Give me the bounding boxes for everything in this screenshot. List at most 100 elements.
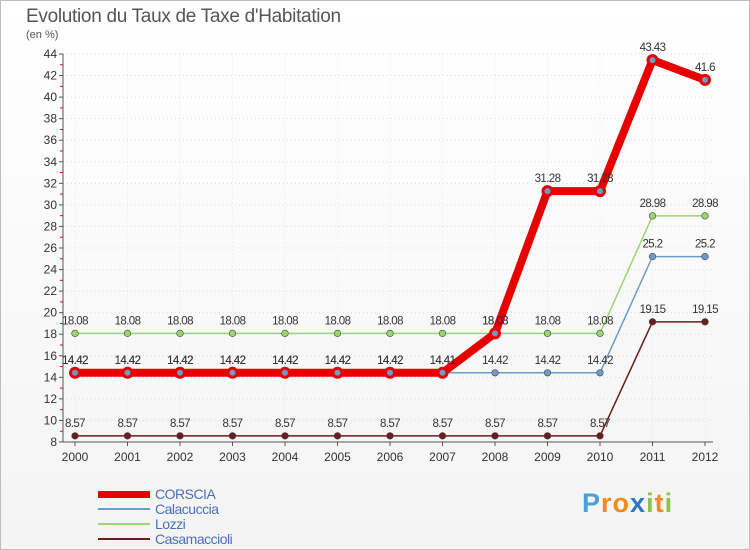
data-point-lozzi (123, 329, 132, 337)
data-label: 31.28 (535, 173, 561, 185)
y-tick-label: 44 (44, 47, 58, 61)
data-point-casamaccioli (386, 432, 394, 440)
series-lines (69, 54, 711, 440)
logo-letter: P (582, 488, 602, 518)
data-label: 18.08 (377, 315, 403, 327)
y-tick-label: 24 (44, 263, 58, 277)
data-label: 14.42 (587, 355, 613, 367)
data-label: 14.42 (167, 355, 193, 367)
data-label: 25.2 (695, 239, 715, 251)
y-tick-label: 32 (44, 176, 58, 190)
data-label: 18.08 (325, 315, 351, 327)
data-label: 8.57 (538, 418, 558, 430)
data-label: 31.28 (587, 173, 613, 185)
data-label: 25.2 (643, 239, 663, 251)
data-label: 14.42 (377, 355, 403, 367)
data-point-inner (387, 369, 393, 376)
data-label: 41.6 (695, 62, 715, 74)
data-label: 14.42 (115, 355, 141, 367)
data-label: 8.57 (223, 418, 243, 430)
data-point-calacuccia (491, 369, 499, 377)
data-point-casamaccioli (491, 432, 499, 440)
data-point-lozzi (228, 329, 237, 337)
x-tick-label: 2009 (534, 450, 561, 464)
data-point-lozzi (701, 212, 709, 220)
data-label: 43.43 (640, 42, 666, 54)
legend-label: Casamaccioli (155, 531, 233, 547)
data-label: 18.08 (482, 315, 508, 327)
data-point-lozzi (438, 329, 447, 337)
data-label: 18.08 (535, 315, 561, 327)
data-point-casamaccioli (281, 432, 289, 440)
data-point-inner (177, 369, 183, 376)
logo-letter: r (601, 488, 613, 518)
x-tick-label: 2001 (114, 450, 141, 464)
x-tick-label: 2003 (219, 450, 246, 464)
data-point-lozzi (648, 212, 657, 220)
data-label: 14.42 (62, 355, 88, 367)
data-label: 14.42 (62, 355, 88, 367)
data-point-inner (124, 369, 131, 376)
data-label: 8.57 (275, 418, 295, 430)
y-tick-label: 10 (44, 413, 58, 427)
x-tick-label: 2006 (377, 450, 404, 464)
y-tick-label: 26 (44, 241, 58, 255)
y-tick-label: 16 (44, 349, 58, 363)
data-point-casamaccioli (228, 432, 237, 440)
data-label: 14.42 (115, 355, 141, 367)
data-label: 14.42 (482, 355, 508, 367)
y-tick-label: 30 (44, 198, 58, 212)
chart-unit-label: (en %) (26, 29, 59, 41)
y-tick-label: 34 (44, 155, 58, 169)
data-point-inner (649, 57, 656, 64)
data-label: 14.42 (535, 355, 561, 367)
legend-label: CORSCIA (155, 486, 216, 502)
data-label: 18.08 (430, 315, 456, 327)
chart-title: Evolution du Taux de Taxe d'Habitation (26, 6, 341, 27)
data-point-inner (492, 330, 498, 337)
y-tick-label: 42 (44, 69, 58, 83)
data-point-inner (334, 369, 341, 376)
data-point-casamaccioli (123, 432, 132, 440)
data-label: 8.57 (118, 418, 138, 430)
data-label: 18.08 (587, 315, 613, 327)
legend-swatch (98, 490, 150, 498)
data-label: 18.08 (62, 315, 88, 327)
data-label: 8.57 (485, 418, 505, 430)
data-label: 14.42 (220, 355, 246, 367)
data-point-calacuccia (701, 253, 709, 261)
data-point-lozzi (333, 329, 342, 337)
grid-lines (63, 53, 713, 443)
data-point-casamaccioli (543, 432, 552, 440)
y-tick-label: 38 (44, 112, 58, 126)
data-point-casamaccioli (648, 318, 657, 326)
data-point-calacuccia (648, 253, 657, 261)
y-tick-label: 18 (44, 327, 58, 341)
data-point-inner (282, 369, 288, 376)
data-label: 8.57 (328, 418, 348, 430)
legend-label: Lozzi (155, 516, 186, 532)
data-label: 14.42 (272, 355, 298, 367)
data-point-calacuccia (543, 369, 552, 377)
data-point-lozzi (386, 329, 394, 337)
y-tick-label: 20 (44, 306, 58, 320)
data-label: 19.15 (640, 304, 666, 316)
proxiti-logo: Proxiti (582, 488, 673, 519)
logo-letter: i (664, 488, 674, 518)
data-point-lozzi (543, 329, 552, 337)
data-label: 14.42 (325, 355, 351, 367)
data-label: 18.08 (220, 315, 246, 327)
data-point-lozzi (71, 329, 79, 337)
data-point-casamaccioli (596, 432, 604, 440)
y-tick-label: 8 (50, 435, 57, 449)
data-point-calacuccia (596, 369, 604, 377)
data-label: 18.08 (167, 315, 193, 327)
x-tick-label: 2010 (587, 450, 614, 464)
x-tick-label: 2008 (482, 450, 509, 464)
legend-swatch (98, 538, 150, 540)
axes: 8 10 12 14 16 18 20 22 24 26 28 30 32 34 36 38 40 42 44 200… (44, 47, 719, 464)
logo-letter: x (630, 488, 647, 518)
x-tick-label: 2004 (272, 450, 299, 464)
